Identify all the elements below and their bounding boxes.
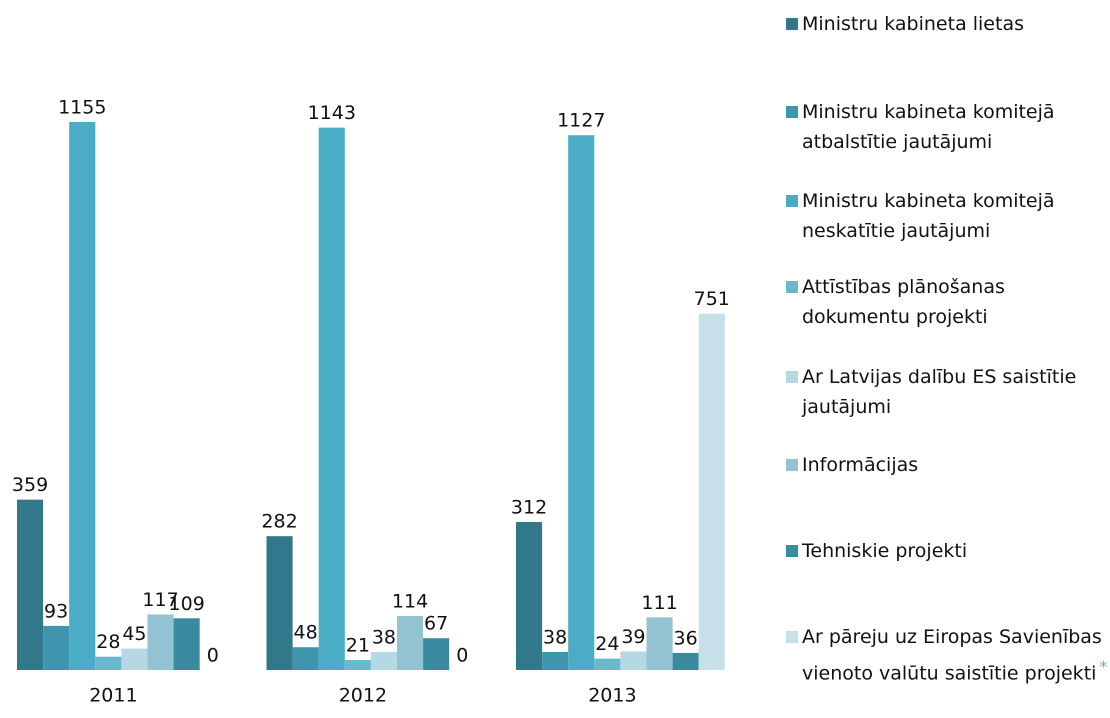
legend-item: Ar Latvijas dalību ES saistītie jautājum… [786,362,1108,422]
bar [173,618,200,670]
legend-swatch [786,106,798,118]
legend-swatch [786,631,798,643]
bar [672,652,699,670]
data-label: 111 [641,592,677,614]
legend-item: Ar pāreju uz Eiropas Savienības vienoto … [786,622,1108,688]
footnote-mark: * [1099,657,1108,676]
bar [516,521,543,670]
data-label: 0 [207,645,219,667]
data-label: 0 [456,645,468,667]
legend-item: Ministru kabineta komitejā neskatītie ja… [786,186,1108,246]
bar [95,656,122,670]
legend-swatch [786,459,798,471]
bar [542,651,569,670]
bar [397,615,424,670]
legend-item: Ministru kabineta lietas [786,9,1108,39]
data-label: 36 [674,627,698,649]
bar [121,648,148,670]
bar [17,499,44,670]
legend-label: Informācijas [802,454,919,476]
legend-item: Informācijas [786,450,1108,480]
legend-label: Ar pāreju uz Eiropas Savienības vienoto … [802,626,1102,685]
legend-item: Ministru kabineta komitejā atbalstītie j… [786,97,1108,157]
data-label: 751 [694,288,730,310]
data-label: 1143 [308,102,356,124]
bar [266,536,293,670]
bar [594,658,621,670]
data-label: 312 [511,496,547,518]
legend-label: Ministru kabineta lietas [802,13,1024,35]
legend-swatch [786,195,798,207]
legend-label: Ministru kabineta komitejā atbalstītie j… [802,101,1055,153]
legend-label: Tehniskie projekti [802,540,968,562]
legend-swatch [786,545,798,557]
data-label: 24 [595,633,619,655]
legend-label: Ministru kabineta komitejā neskatītie ja… [802,190,1055,242]
bar [423,638,450,670]
data-label: 109 [169,593,205,615]
x-tick-label: 2011 [89,685,137,707]
bar [646,617,673,670]
data-label: 21 [346,635,370,657]
legend-item: Tehniskie projekti [786,536,1108,566]
legend-item: Attīstības plānošanas dokumentu projekti [786,272,1108,332]
data-label: 114 [392,590,428,612]
bar [344,660,371,670]
bar [698,313,725,670]
x-tick-label: 2012 [339,685,387,707]
bar [318,127,345,671]
data-label: 48 [294,622,318,644]
bar [292,647,319,670]
data-label: 1155 [58,96,106,118]
data-label: 282 [261,511,297,533]
bar [43,625,70,670]
data-label: 93 [44,600,68,622]
legend-swatch [786,281,798,293]
bar [620,651,647,670]
legend-label: Ar Latvijas dalību ES saistītie jautājum… [802,366,1077,418]
bar [69,121,96,670]
data-label: 38 [543,626,567,648]
data-label: 38 [372,626,396,648]
legend-label: Attīstības plānošanas dokumentu projekti [802,276,1005,328]
bar [147,614,174,670]
data-label: 45 [122,623,146,645]
x-tick-label: 2013 [588,685,636,707]
legend-swatch [786,371,798,383]
data-label: 359 [12,474,48,496]
data-label: 39 [621,626,645,648]
bar [568,135,595,670]
data-label: 117 [142,589,178,611]
data-label: 1127 [557,110,605,132]
data-label: 28 [96,631,120,653]
legend-swatch [786,18,798,30]
data-label: 67 [424,613,448,635]
bar [370,651,397,670]
